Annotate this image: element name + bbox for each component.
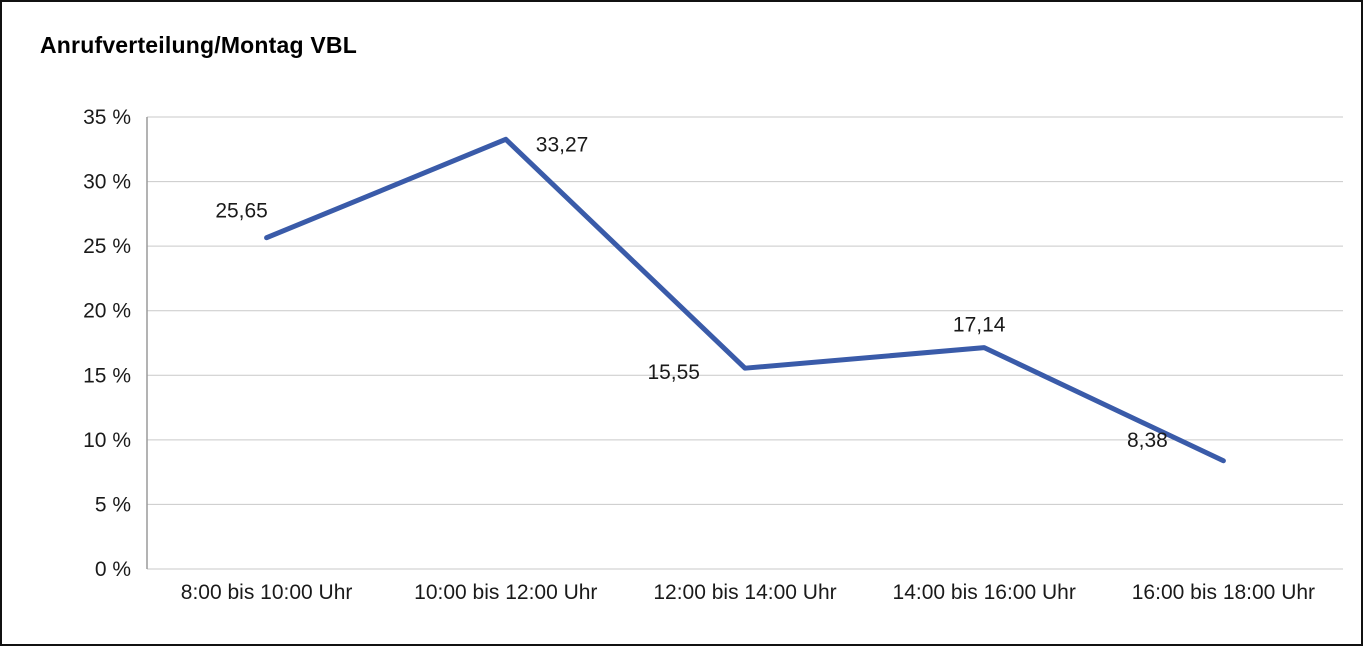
y-tick-label: 20 %	[83, 300, 131, 323]
y-tick-label: 35 %	[83, 106, 131, 129]
x-tick-label: 14:00 bis 16:00 Uhr	[893, 581, 1076, 604]
y-tick-label: 15 %	[83, 364, 131, 387]
x-tick-label: 8:00 bis 10:00 Uhr	[181, 581, 353, 604]
x-tick-label: 16:00 bis 18:00 Uhr	[1132, 581, 1315, 604]
x-tick-label: 12:00 bis 14:00 Uhr	[653, 581, 836, 604]
series-line	[264, 136, 1226, 464]
data-point-label: 15,55	[647, 361, 700, 384]
data-point-label: 33,27	[536, 133, 589, 156]
y-tick-label: 10 %	[83, 429, 131, 452]
y-tick-label: 5 %	[95, 493, 131, 516]
data-point-label: 8,38	[1127, 429, 1168, 452]
y-tick-label: 25 %	[83, 235, 131, 258]
x-tick-label: 10:00 bis 12:00 Uhr	[414, 581, 597, 604]
y-tick-label: 0 %	[95, 558, 131, 581]
data-point-label: 25,65	[215, 200, 268, 223]
chart-title: Anrufverteilung/Montag VBL	[40, 32, 357, 58]
y-tick-label: 30 %	[83, 171, 131, 194]
data-point-label: 17,14	[953, 314, 1006, 337]
